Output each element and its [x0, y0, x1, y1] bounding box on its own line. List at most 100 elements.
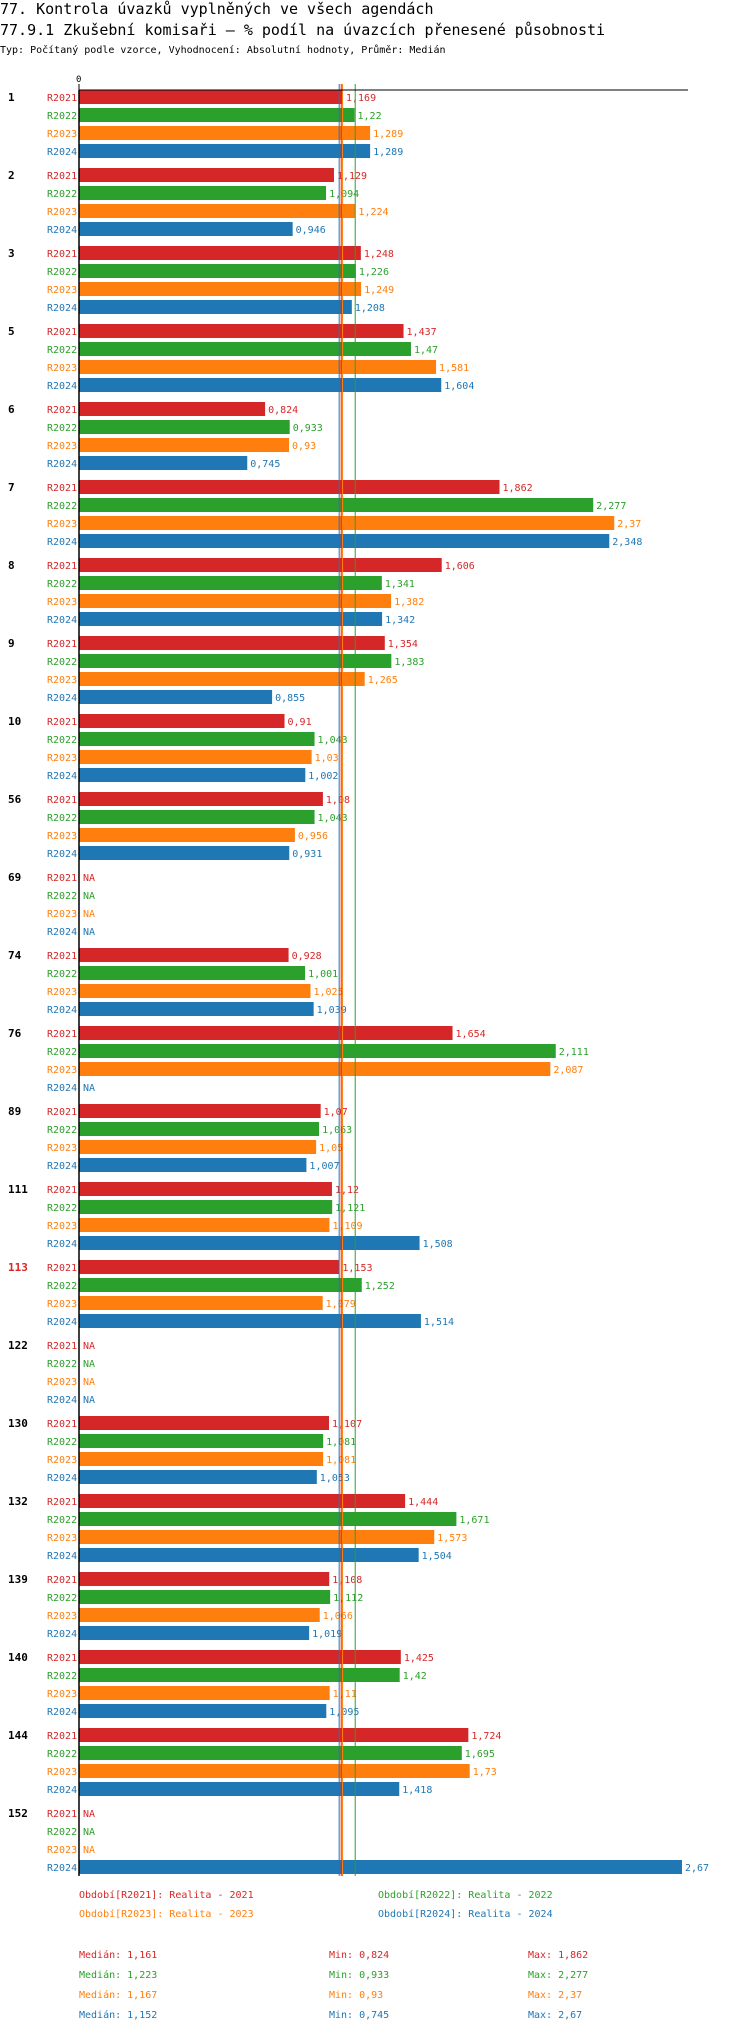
- data-label: 1,252: [365, 1281, 395, 1292]
- series-label-r2021: R2021: [47, 1419, 77, 1430]
- bar-r2021: [79, 168, 334, 182]
- bar-r2023: [79, 750, 312, 764]
- data-label: 1,289: [373, 129, 403, 140]
- bar-r2021: [79, 1182, 332, 1196]
- na-label: NA: [83, 909, 95, 920]
- data-label: 1,007: [309, 1161, 339, 1172]
- stat-max-r2022: Max: 2,277: [528, 1970, 589, 1981]
- group-label: 8: [8, 559, 15, 572]
- series-label-r2024: R2024: [47, 147, 77, 158]
- series-label-r2022: R2022: [47, 1203, 77, 1214]
- data-label: 1,121: [335, 1203, 365, 1214]
- stat-max-r2024: Max: 2,67: [528, 2010, 583, 2021]
- bar-r2023: [79, 516, 615, 530]
- series-label-r2024: R2024: [47, 1707, 77, 1718]
- data-label: 2,111: [559, 1047, 589, 1058]
- data-label: 1,226: [359, 267, 389, 278]
- bar-r2024: [79, 300, 352, 314]
- bar-r2023: [79, 1530, 435, 1544]
- series-label-r2023: R2023: [47, 1143, 77, 1154]
- bar-r2021: [79, 1572, 330, 1586]
- series-label-r2022: R2022: [47, 1047, 77, 1058]
- series-label-r2021: R2021: [47, 639, 77, 650]
- series-label-r2022: R2022: [47, 1359, 77, 1370]
- bar-r2021: [79, 1104, 321, 1118]
- series-label-r2021: R2021: [47, 171, 77, 182]
- data-label: 0,956: [298, 831, 328, 842]
- bar-r2021: [79, 1026, 453, 1040]
- group-label: 132: [8, 1495, 28, 1508]
- na-label: NA: [83, 1809, 95, 1820]
- series-label-r2023: R2023: [47, 1533, 77, 1544]
- na-label: NA: [83, 891, 95, 902]
- data-label: 1,108: [332, 1575, 362, 1586]
- series-label-r2023: R2023: [47, 1065, 77, 1076]
- data-label: 1,094: [329, 189, 359, 200]
- series-label-r2023: R2023: [47, 285, 77, 296]
- series-label-r2022: R2022: [47, 1515, 77, 1526]
- stat-min-r2022: Min: 0,933: [329, 1970, 390, 1981]
- data-label: 1,129: [337, 171, 367, 182]
- data-label: 1,248: [364, 249, 394, 260]
- series-label-r2021: R2021: [47, 1029, 77, 1040]
- bar-r2022: [79, 420, 290, 434]
- series-label-r2024: R2024: [47, 459, 77, 470]
- series-label-r2022: R2022: [47, 423, 77, 434]
- series-label-r2021: R2021: [47, 1107, 77, 1118]
- group-label: 74: [8, 949, 22, 962]
- data-label: 1,249: [364, 285, 394, 296]
- group-label: 130: [8, 1417, 28, 1430]
- bar-chart: 1 R2021 1,169 R2022 1,22 R2023 1,289 R2024 1,289…: [8, 75, 709, 1876]
- bar-r2021: [79, 948, 289, 962]
- data-label: 1,001: [308, 969, 338, 980]
- bar-r2021: [79, 1728, 469, 1742]
- data-label: 1,581: [439, 363, 469, 374]
- series-label-r2021: R2021: [47, 873, 77, 884]
- data-label: 2,348: [612, 537, 642, 548]
- series-label-r2024: R2024: [47, 537, 77, 548]
- series-label-r2024: R2024: [47, 303, 77, 314]
- group-label: 140: [8, 1651, 28, 1664]
- series-label-r2023: R2023: [47, 1611, 77, 1622]
- series-label-r2024: R2024: [47, 1551, 77, 1562]
- bar-r2024: [79, 768, 306, 782]
- data-label: 1,862: [503, 483, 533, 494]
- series-label-r2022: R2022: [47, 189, 77, 200]
- series-label-r2022: R2022: [47, 813, 77, 824]
- data-label: 0,928: [292, 951, 322, 962]
- bar-r2021: [79, 1260, 340, 1274]
- bar-r2022: [79, 1746, 462, 1760]
- series-label-r2024: R2024: [47, 1161, 77, 1172]
- data-label: 1,002: [308, 771, 338, 782]
- bar-r2024: [79, 690, 273, 704]
- bar-r2022: [79, 1200, 333, 1214]
- series-label-r2022: R2022: [47, 1749, 77, 1760]
- stat-min-r2021: Min: 0,824: [329, 1950, 390, 1961]
- data-label: 1,109: [332, 1221, 362, 1232]
- series-label-r2022: R2022: [47, 1593, 77, 1604]
- stat-max-r2023: Max: 2,37: [528, 1990, 583, 2001]
- bar-r2021: [79, 714, 285, 728]
- group-label: 6: [8, 403, 15, 416]
- bar-r2022: [79, 732, 315, 746]
- data-label: 1,671: [459, 1515, 489, 1526]
- data-label: 0,933: [293, 423, 323, 434]
- bar-r2023: [79, 204, 356, 218]
- bar-r2023: [79, 1686, 330, 1700]
- bar-r2024: [79, 1782, 400, 1796]
- data-label: 1,043: [318, 813, 348, 824]
- bar-r2022: [79, 1278, 362, 1292]
- series-label-r2024: R2024: [47, 927, 77, 938]
- group-label: 3: [8, 247, 15, 260]
- group-label: 89: [8, 1105, 21, 1118]
- bar-r2021: [79, 402, 266, 416]
- series-label-r2023: R2023: [47, 597, 77, 608]
- series-label-r2024: R2024: [47, 1473, 77, 1484]
- series-label-r2021: R2021: [47, 1575, 77, 1586]
- bar-r2023: [79, 828, 295, 842]
- group-label: 7: [8, 481, 15, 494]
- series-label-r2022: R2022: [47, 111, 77, 122]
- data-label: 1,053: [320, 1473, 350, 1484]
- data-label: 2,277: [596, 501, 626, 512]
- data-label: 1,03: [315, 753, 339, 764]
